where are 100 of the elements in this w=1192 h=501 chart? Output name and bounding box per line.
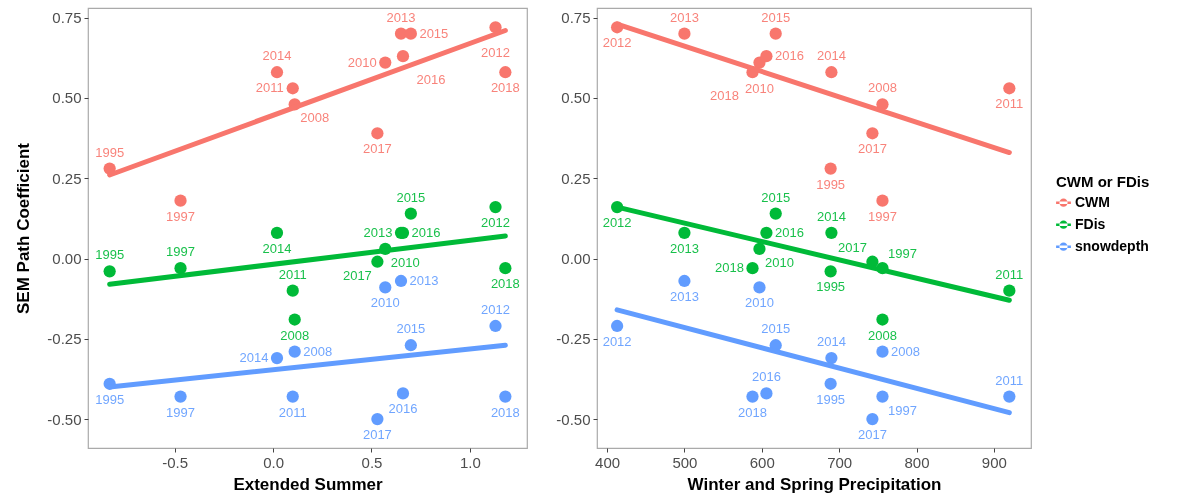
annotation: 2017 [342,267,372,283]
point [760,226,773,239]
annotation: 1995 [95,144,125,160]
point [610,319,624,333]
point [824,265,837,278]
annotation: 2013 [409,272,439,288]
annotation: 1995 [816,176,846,192]
y-tick-label: 0.50 [52,89,82,107]
x-tick-label: 800 [904,453,930,471]
legend-label: CWM [1075,193,1110,210]
annotation: 2014 [816,208,846,224]
annotation: 2012 [481,215,510,231]
annotation: 2010 [370,295,400,311]
annotation: 2013 [386,9,416,25]
annotation: 2014 [262,240,292,256]
x-tick-label: 700 [827,453,853,471]
point [499,390,512,403]
annotation: 1995 [95,247,125,263]
annotation: 2014 [816,334,846,350]
annotation: 2011 [278,404,307,420]
y-tick-label: -0.50 [556,410,591,428]
point [824,377,837,390]
annotation: 2017 [837,239,867,255]
annotation: 2014 [262,48,292,64]
point [866,412,879,426]
annotation: 1995 [816,279,846,295]
x-tick-label: 1.0 [459,453,481,471]
annotation: 2010 [745,295,774,311]
point [489,319,502,333]
point [286,82,299,95]
x-axis-title: Winter and Spring Precipitation [687,474,942,494]
point [678,226,691,239]
point [404,27,417,40]
annotation: 2014 [816,48,846,64]
x-tick-label: 900 [981,453,1007,471]
x-tick-label: 0.5 [361,453,383,471]
point [379,281,392,294]
annotation: 2010 [745,80,774,96]
point [270,351,284,365]
point [394,274,408,288]
x-tick-label: 500 [672,453,698,471]
point [270,66,284,79]
annotation: 2015 [761,9,791,25]
annotation: 2010 [390,254,420,270]
annotation: 2016 [416,72,446,88]
annotation: 2013 [669,240,699,256]
annotation: 2008 [300,110,330,126]
point [371,412,384,426]
point [1003,390,1016,403]
point [678,274,691,288]
annotation: 2014 [239,350,269,366]
annotation: 2018 [490,404,520,420]
annotation: 2016 [751,369,781,385]
annotation: 2013 [669,288,699,304]
point [678,27,691,40]
annotation: 2012 [602,333,632,349]
annotation: 2018 [710,88,739,104]
annotation: 2010 [347,54,377,70]
point [876,345,889,358]
point [769,207,782,220]
annotation: 1995 [816,391,846,407]
point [760,387,773,400]
annotation: 1997 [888,402,917,418]
annotation: 1997 [888,246,917,262]
annotation: 2015 [396,189,426,205]
y-tick-label: 0.00 [561,250,591,268]
point [371,127,384,140]
point [1003,82,1016,95]
point [499,262,512,275]
point [174,194,187,207]
annotation: 2011 [995,372,1024,388]
y-tick-label: -0.50 [47,410,82,428]
annotation: 2008 [280,327,310,343]
annotation: 2011 [995,266,1024,282]
point [746,262,759,275]
y-tick-label: -0.25 [47,330,82,348]
annotation: 2015 [761,321,791,337]
y-tick-label: 0.25 [561,169,591,187]
annotation: 2016 [411,224,441,240]
annotation: 2008 [868,80,897,96]
annotation: 2016 [774,224,804,240]
point [286,284,299,297]
point [288,313,301,326]
point [174,262,187,275]
x-tick-label: 600 [749,453,775,471]
point [404,339,417,352]
annotation: 2008 [868,327,897,343]
y-tick-label: 0.75 [52,9,82,27]
point [876,313,889,326]
annotation: 1997 [166,404,195,420]
annotation: 2011 [995,96,1024,112]
annotation: 2018 [738,404,767,420]
annotation: 2012 [481,301,510,317]
point [103,265,116,278]
point [825,226,838,239]
point [499,66,512,79]
annotation: 2013 [363,224,393,240]
point [876,194,889,207]
annotation: 2016 [774,48,804,64]
point [825,351,838,365]
